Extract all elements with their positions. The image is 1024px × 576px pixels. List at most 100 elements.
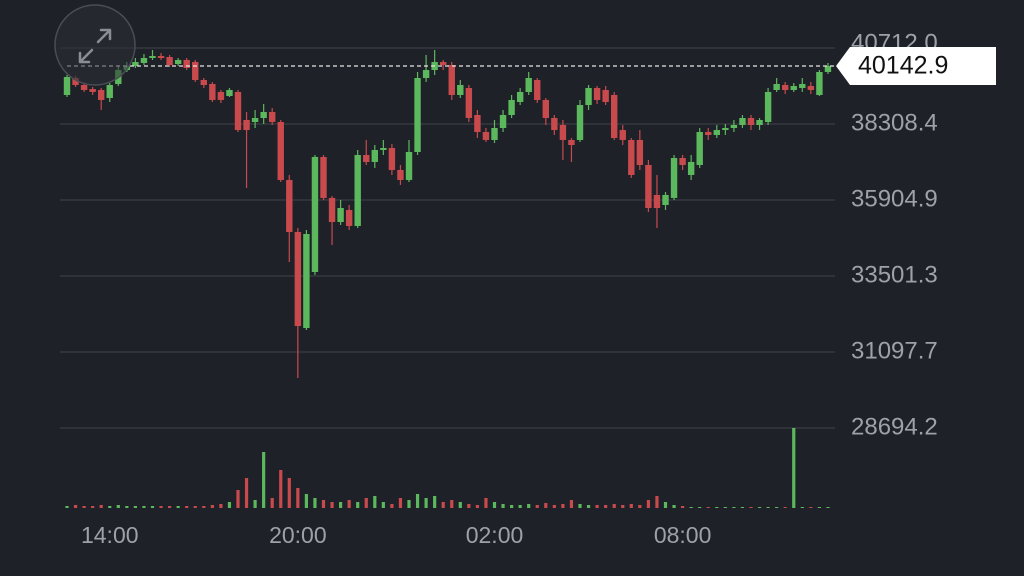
last-price-label: 40142.9 [858, 52, 948, 80]
volume-bar [82, 506, 86, 508]
candle-body [200, 79, 207, 85]
volume-bar [210, 505, 214, 508]
candle-body [363, 155, 370, 162]
candle-body [183, 59, 190, 68]
candle-body [440, 62, 447, 66]
candle-body [354, 155, 361, 226]
candle-body [217, 91, 225, 100]
candle-body [234, 91, 242, 131]
expand-button[interactable] [54, 4, 136, 86]
volume-bar [407, 500, 411, 508]
volume-bar [492, 502, 497, 508]
candle-body [499, 115, 507, 128]
x-tick-label: 08:00 [654, 522, 712, 548]
candle-body [764, 91, 772, 122]
volume-bar [518, 505, 522, 508]
volume-bar [450, 500, 454, 508]
candle-body [80, 84, 88, 90]
candle-body [345, 209, 353, 226]
candle-body [243, 119, 250, 131]
candle-body [799, 83, 806, 88]
candle-body [132, 62, 139, 66]
candle-body [730, 124, 738, 128]
volume-bar [142, 506, 146, 508]
volume-bar [219, 504, 223, 508]
candle-body [422, 70, 430, 79]
candle-body [72, 78, 79, 85]
volume-bar [296, 488, 300, 508]
candle-body [593, 87, 601, 100]
volume-bar [108, 506, 112, 508]
candle-body [149, 55, 156, 58]
volume-bar [766, 507, 770, 508]
expand-circle[interactable] [54, 4, 136, 86]
volume-bar [638, 505, 642, 508]
volume-bar [441, 502, 445, 508]
volume-bar [347, 500, 351, 508]
volume-bar [304, 494, 308, 508]
candle-body [636, 139, 644, 165]
plot: 40712.038308.435904.933501.331097.728694… [60, 29, 996, 548]
candle-body [174, 59, 182, 64]
candle-body [687, 161, 695, 175]
candle-body [414, 78, 421, 152]
candle-body [294, 231, 302, 327]
volume-bar [227, 502, 232, 508]
volume-bar [595, 505, 599, 508]
candle-body [508, 99, 515, 116]
expand-icon[interactable] [78, 28, 112, 64]
candle-body [457, 84, 464, 95]
volume-bar [65, 506, 69, 508]
volume-bar [398, 498, 403, 508]
volume-bar [527, 504, 531, 508]
volume-bar [817, 507, 821, 508]
candle-body [166, 57, 173, 66]
x-tick-label: 20:00 [269, 522, 327, 548]
y-tick-label: 31097.7 [851, 337, 938, 364]
volume-bar [125, 506, 129, 508]
y-tick-label: 35904.9 [851, 185, 938, 212]
volume-bar [253, 500, 257, 508]
volume-bar [467, 504, 471, 508]
volume-bar [458, 502, 462, 508]
volume-bar [116, 505, 120, 508]
volume-bar [185, 506, 189, 508]
candle-body [320, 156, 327, 198]
volume-bar [330, 502, 334, 508]
candle-body [311, 156, 319, 272]
volume-bar [133, 506, 137, 508]
volume-bar [698, 507, 702, 508]
candle-body [337, 207, 344, 223]
candle-body [756, 119, 763, 125]
volume-bar [749, 507, 753, 508]
candle-body [705, 132, 712, 135]
volume-bar [176, 506, 180, 508]
candle-body [568, 139, 575, 146]
volume-bar [287, 478, 291, 508]
volume-bar [552, 505, 556, 508]
candle-body [824, 65, 832, 72]
volume-bar [424, 498, 428, 508]
candle-body [534, 79, 541, 100]
candle-body [611, 94, 618, 138]
candle-body [482, 132, 490, 140]
volume-bar [809, 507, 813, 508]
candle-body [696, 132, 703, 165]
candle-body [722, 127, 729, 131]
candle-body [782, 84, 789, 90]
volume-bar [373, 496, 377, 508]
x-tick-label: 14:00 [81, 522, 139, 548]
volume-bar [757, 507, 762, 508]
x-tick-label: 02:00 [466, 522, 524, 548]
candle-body [662, 194, 669, 205]
candle-body [551, 118, 558, 131]
candle-body [226, 89, 233, 96]
volume-bar [604, 505, 608, 508]
candle-body [269, 111, 276, 122]
candle-body [63, 76, 71, 95]
volume-bar [236, 490, 240, 508]
volume-bar [270, 498, 274, 508]
volume-bar [510, 505, 514, 508]
candle-body [209, 83, 216, 100]
